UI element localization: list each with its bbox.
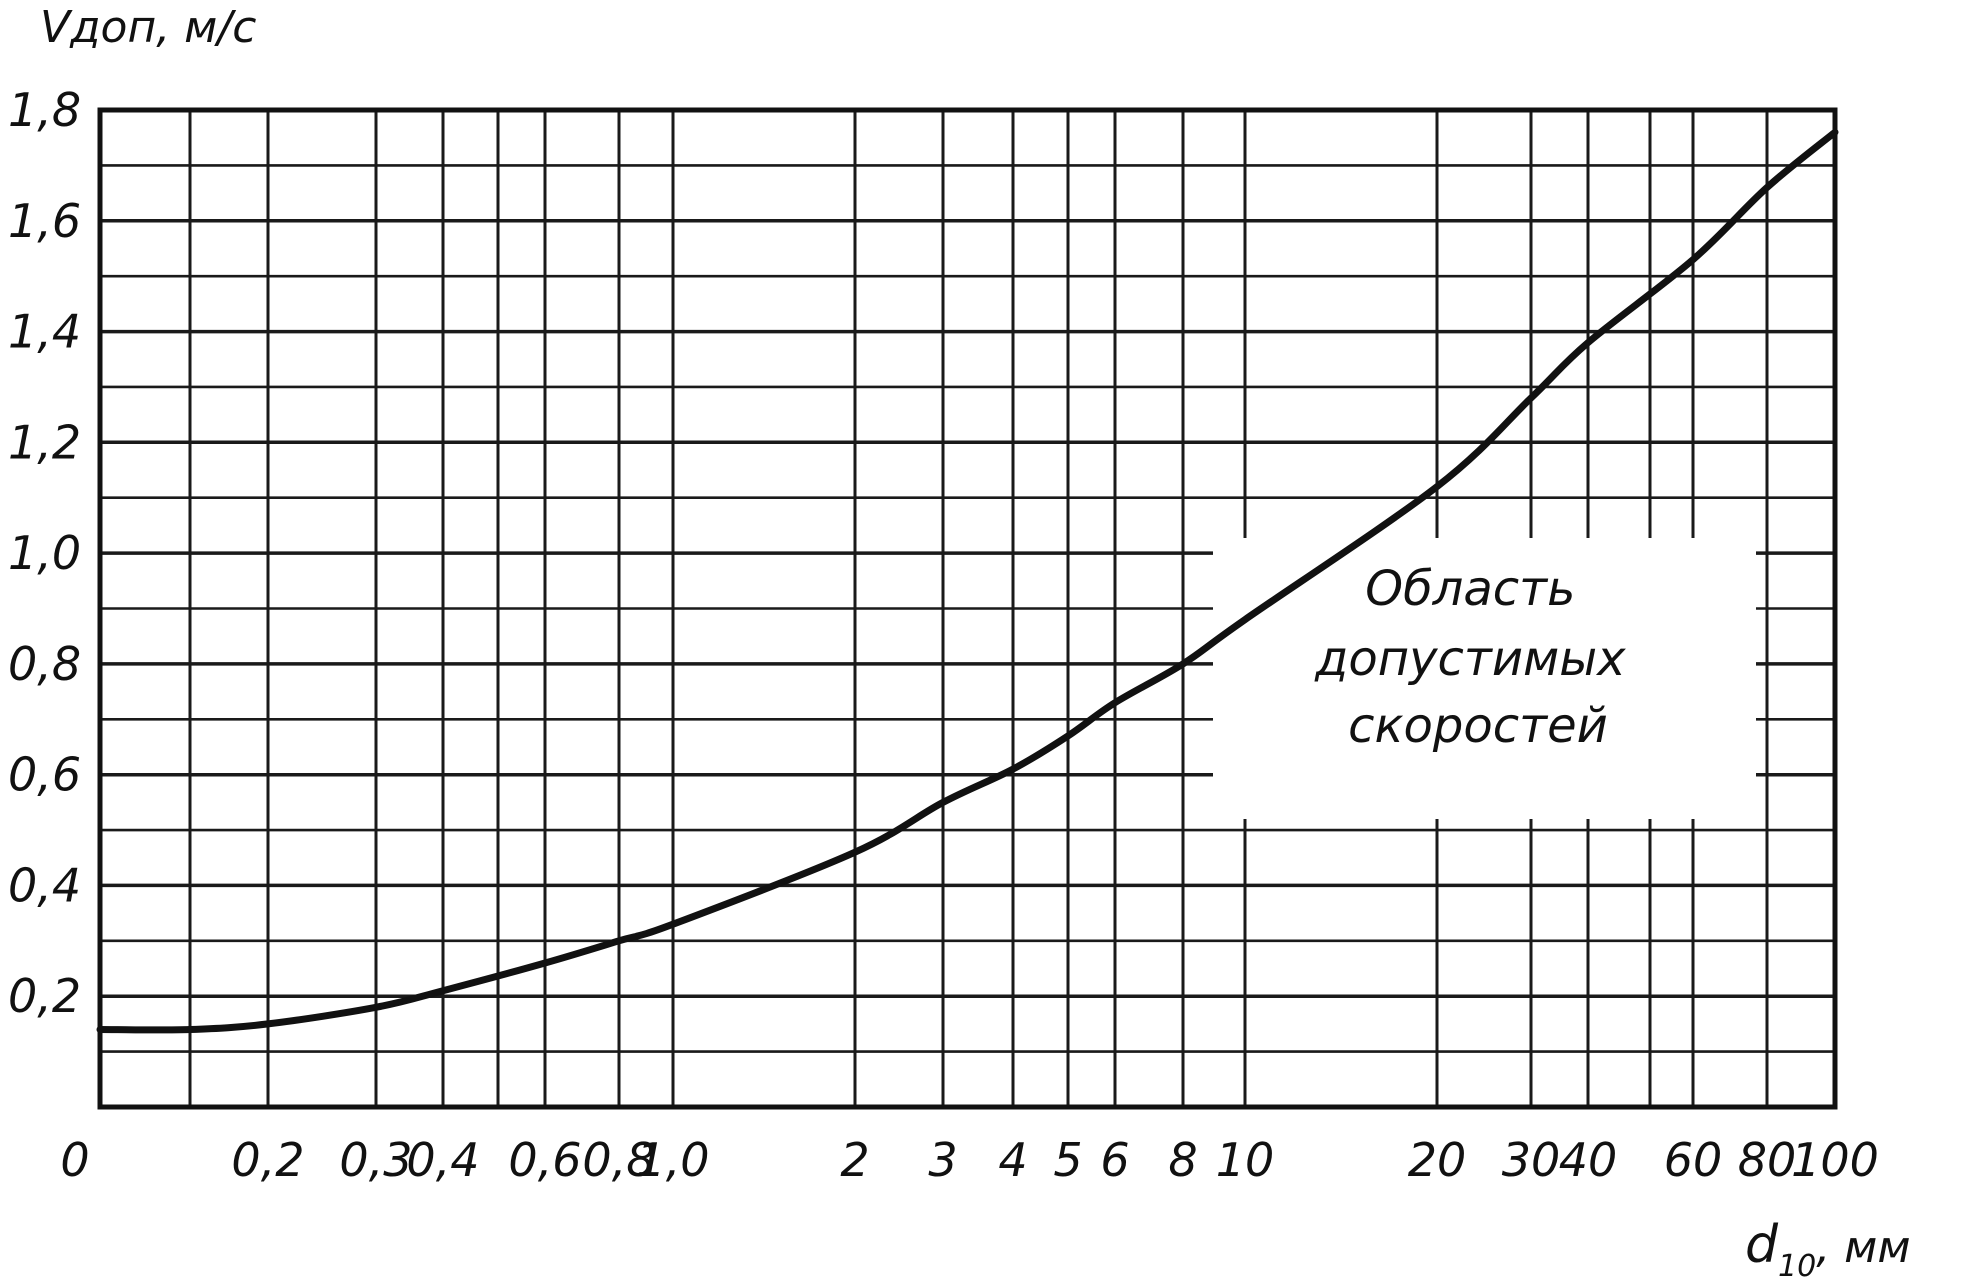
x-tick-label: 0,4	[406, 1133, 479, 1187]
x-axis-label-subscript: 10	[1778, 1249, 1816, 1281]
annotation-line-2: допустимых	[1314, 631, 1626, 687]
x-tick-label: 100	[1791, 1133, 1879, 1187]
x-tick-label: 3	[928, 1133, 957, 1187]
x-axis-label-main: d	[1745, 1215, 1779, 1275]
y-axis-label: Vдоп, м/с	[40, 2, 256, 53]
tick-labels: 0,20,40,60,81,01,21,41,61,80 0,2 0,30,4 0,6…	[8, 83, 1879, 1187]
annotation-background	[1213, 538, 1756, 819]
x-tick-label: 60	[1664, 1133, 1723, 1187]
x-tick-label: 1,0	[636, 1133, 709, 1187]
x-tick-label: 8	[1168, 1133, 1197, 1187]
y-tick-label: 1,0	[8, 526, 81, 580]
annotation-line-1: Область	[1365, 561, 1575, 617]
x-tick-label: 0,2	[231, 1133, 304, 1187]
x-tick-label: 30	[1502, 1133, 1561, 1187]
x-tick-label: 0,8	[582, 1133, 655, 1187]
y-tick-label: 1,2	[8, 415, 81, 469]
plot-frame	[97, 107, 1838, 1110]
x-tick-label: 5	[1053, 1133, 1082, 1187]
x-tick-label: 0,6	[508, 1133, 581, 1187]
x-tick-label: 20	[1408, 1133, 1467, 1187]
y-tick-label: 0,2	[8, 969, 81, 1023]
y-tick-label: 1,8	[8, 83, 81, 137]
y-tick-label: 0,8	[8, 637, 81, 691]
x-tick-label: 2	[840, 1133, 869, 1187]
x-tick-label: 4	[998, 1133, 1027, 1187]
annotation-line-3: скоростей	[1348, 698, 1608, 754]
x-axis-label: d10, мм	[1745, 1215, 1911, 1281]
x-tick-label: 0,3	[339, 1133, 412, 1187]
x-tick-label: 6	[1100, 1133, 1129, 1187]
y-tick-label: 0,6	[8, 748, 81, 802]
series-line	[96, 128, 1839, 1034]
y-tick-label: 0,4	[8, 858, 81, 912]
x-tick-label: 10	[1216, 1133, 1275, 1187]
x-tick-label: 40	[1559, 1133, 1618, 1187]
y-tick-label: 1,6	[8, 194, 81, 248]
y-tick-label: 1,4	[8, 305, 81, 359]
grid	[100, 110, 1835, 1107]
annotation-label: Область допустимых скоростей	[1314, 561, 1641, 754]
x-axis-label-unit: , мм	[1816, 1222, 1910, 1273]
series-layer	[96, 128, 1839, 1034]
x-tick-label: 0	[60, 1133, 89, 1187]
x-tick-label: 80	[1738, 1133, 1797, 1187]
